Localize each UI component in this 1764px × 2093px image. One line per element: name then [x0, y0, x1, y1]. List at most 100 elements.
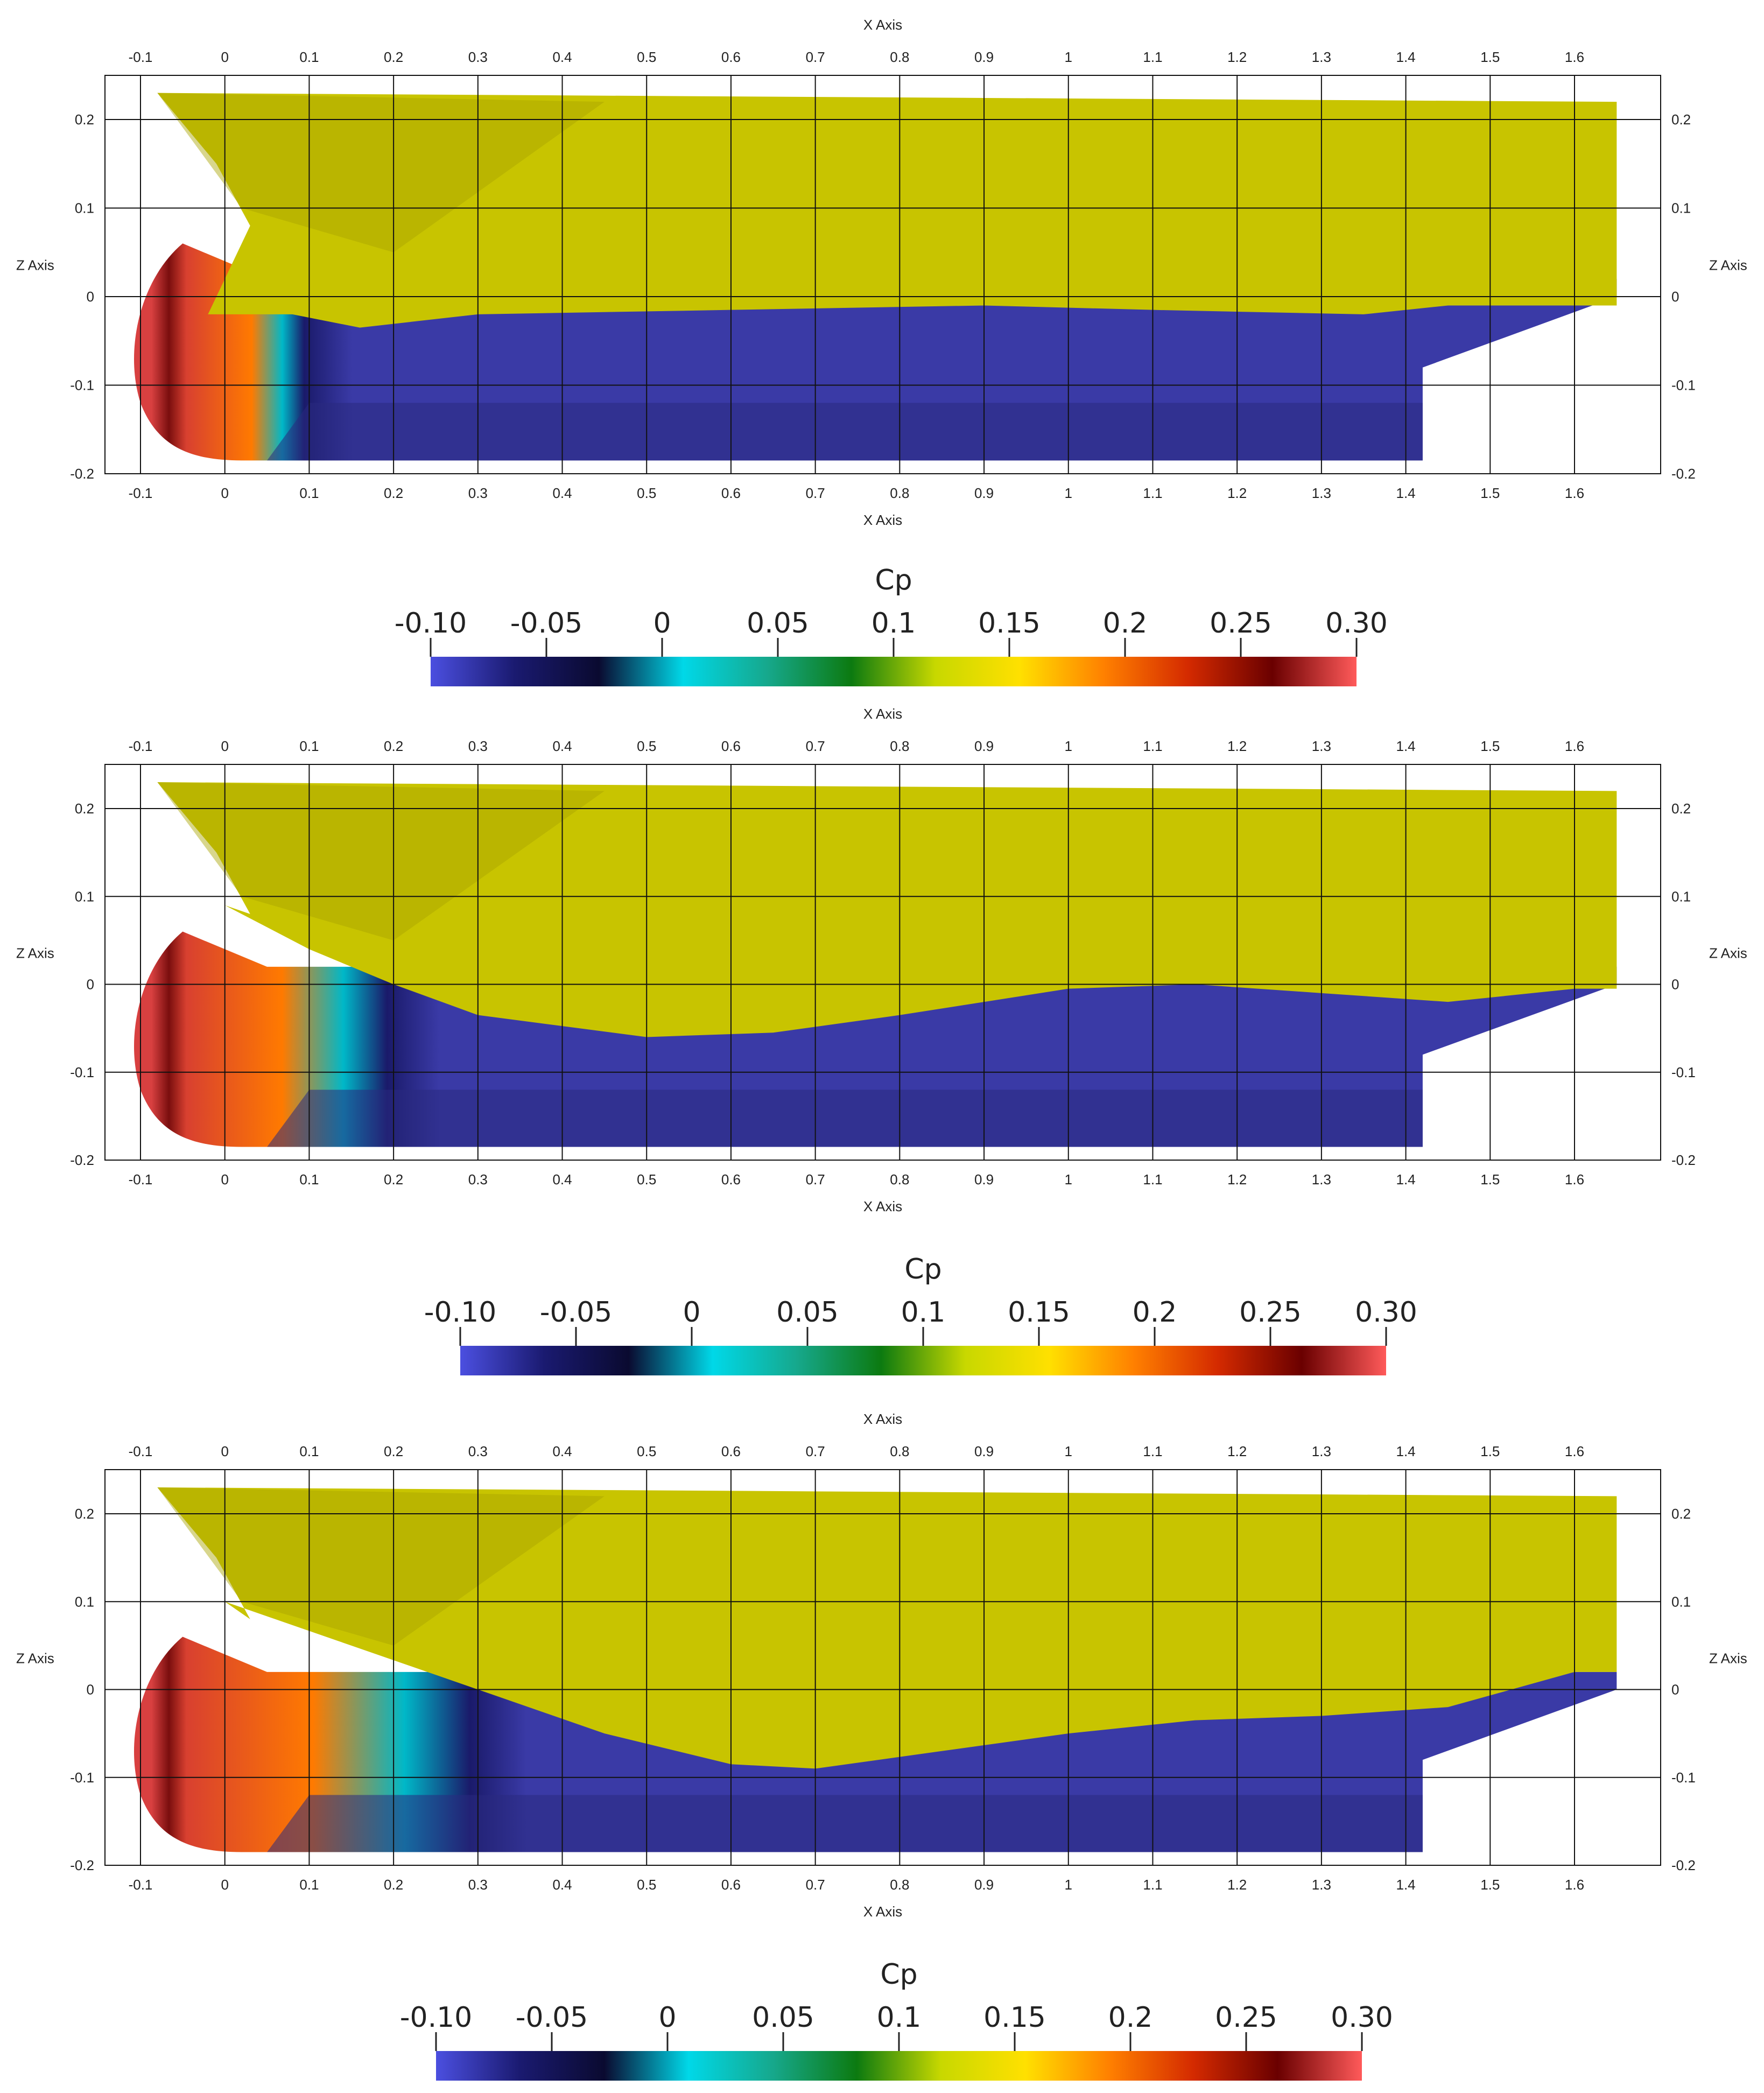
x-tick-label-top: 0.7	[806, 738, 825, 754]
hull-above-water-region	[157, 1487, 1617, 1769]
colorbar-tick-label: 0.1	[877, 2001, 922, 2034]
colorbar-3: Cp -0.10 -0.05 0 0.05 0.1 0.15 0.2 0.25 0.30	[400, 1958, 1393, 2081]
x-tick-label-top: 0.4	[552, 738, 572, 754]
x-tick-label-top: -0.1	[129, 738, 153, 754]
x-tick-label-bottom: 0.5	[637, 485, 656, 501]
x-tick-label-bottom: 0.6	[721, 1171, 741, 1188]
x-tick-label-bottom: 1.3	[1312, 485, 1331, 501]
x-tick-label-bottom: 0	[221, 1171, 228, 1188]
z-tick-label-right: 0.1	[1671, 888, 1691, 904]
z-tick-label-left: 0.2	[75, 1506, 94, 1522]
x-tick-label-bottom: 1.5	[1480, 485, 1500, 501]
z-tick-label-right: 0	[1671, 977, 1679, 993]
z-tick-label-right: 0.2	[1671, 1506, 1691, 1522]
z-tick-label-left: -0.2	[70, 1152, 94, 1168]
z-axis-title-right: Z Axis	[1709, 257, 1747, 273]
colorbar-tick-label: 0.30	[1331, 2001, 1393, 2034]
x-tick-label-bottom: -0.1	[129, 485, 153, 501]
z-axis-title-left: Z Axis	[16, 257, 54, 273]
z-axis-title-right: Z Axis	[1709, 945, 1747, 961]
z-tick-label-right: -0.1	[1671, 1064, 1696, 1080]
x-tick-label-bottom: 0.3	[468, 1877, 488, 1893]
colorbar-title: Cp	[880, 1958, 917, 1991]
z-tick-label-right: -0.2	[1671, 1152, 1696, 1168]
x-tick-label-top: 0.6	[721, 738, 741, 754]
z-tick-label-left: 0.2	[75, 111, 94, 128]
x-tick-label-bottom: 0.4	[552, 485, 572, 501]
x-tick-label-bottom: 0.4	[552, 1877, 572, 1893]
x-tick-label-top: 0.3	[468, 738, 488, 754]
colorbar-gradient	[460, 1346, 1386, 1375]
z-tick-label-right: 0.1	[1671, 1593, 1691, 1610]
x-tick-label-bottom: 0.6	[721, 1877, 741, 1893]
x-tick-label-top: 0.8	[890, 1443, 909, 1459]
x-axis-title-bottom: X Axis	[863, 1904, 902, 1920]
x-tick-label-bottom: 1.6	[1565, 1171, 1584, 1188]
x-tick-label-top: 1.3	[1312, 49, 1331, 65]
hull-bow-flare-shade	[157, 93, 605, 252]
x-tick-label-top: -0.1	[129, 1443, 153, 1459]
x-tick-label-top: 0.4	[552, 49, 572, 65]
hull-keel-shade	[267, 1795, 1423, 1852]
x-tick-label-bottom: 0	[221, 485, 228, 501]
x-tick-label-top: 1.6	[1565, 49, 1584, 65]
x-tick-label-top: 0.9	[974, 49, 994, 65]
colorbar-1: Cp -0.10 -0.05 0 0.05 0.1 0.15 0.2 0.25 0.30	[395, 564, 1388, 686]
x-tick-label-bottom: 0.5	[637, 1171, 656, 1188]
x-axis-title-top: X Axis	[863, 1411, 902, 1427]
colorbar-tick-label: 0.05	[747, 607, 809, 640]
x-tick-label-top: 0.1	[299, 1443, 319, 1459]
x-tick-label-top: 0.8	[890, 49, 909, 65]
z-axis-title-right: Z Axis	[1709, 1650, 1747, 1667]
z-tick-label-left: -0.1	[70, 1769, 94, 1786]
colorbar-tick-label: -0.05	[540, 1296, 613, 1329]
z-axis-title-left: Z Axis	[16, 945, 54, 961]
colorbar-2: Cp -0.10 -0.05 0 0.05 0.1 0.15 0.2 0.25 0.30	[424, 1253, 1417, 1375]
x-tick-label-bottom: 0.6	[721, 485, 741, 501]
z-tick-label-right: 0.2	[1671, 111, 1691, 128]
x-tick-label-bottom: 0.1	[299, 1171, 319, 1188]
z-tick-label-left: 0.1	[75, 1593, 94, 1610]
x-tick-label-bottom: 0.9	[974, 1171, 994, 1188]
x-tick-label-bottom: 1.3	[1312, 1171, 1331, 1188]
x-tick-label-top: 0.6	[721, 49, 741, 65]
colorbar-tick-label: 0.05	[752, 2001, 814, 2034]
x-tick-label-bottom: 0.7	[806, 1171, 825, 1188]
x-tick-label-top: 0.6	[721, 1443, 741, 1459]
z-tick-label-right: 0	[1671, 289, 1679, 305]
x-tick-label-top: 1.3	[1312, 1443, 1331, 1459]
x-tick-label-top: 0.5	[637, 738, 656, 754]
colorbar-tick-label: 0.25	[1239, 1296, 1302, 1329]
x-tick-label-top: 1.5	[1480, 1443, 1500, 1459]
colorbar-tick-label: 0.1	[901, 1296, 946, 1329]
x-tick-label-bottom: 1.6	[1565, 485, 1584, 501]
x-tick-label-bottom: 1.5	[1480, 1171, 1500, 1188]
z-tick-label-right: 0.1	[1671, 200, 1691, 216]
x-tick-label-top: 1.1	[1143, 738, 1162, 754]
x-tick-label-top: 0.7	[806, 1443, 825, 1459]
colorbar-tick-label: 0.05	[776, 1296, 839, 1329]
hull-bow-flare-shade	[157, 782, 605, 940]
x-tick-label-top: 1.2	[1227, 738, 1247, 754]
x-tick-label-bottom: 0.2	[384, 1171, 403, 1188]
x-tick-label-bottom: 0.7	[806, 485, 825, 501]
x-tick-label-top: 1.5	[1480, 738, 1500, 754]
chart-panel-2: -0.1 -0.1 0 0 0.1 0.1 0.2 0.2 0.3 0.3 0.4 0.4 0.5 0.5…	[16, 706, 1747, 1214]
z-tick-label-right: 0.2	[1671, 800, 1691, 817]
x-tick-label-bottom: 1.2	[1227, 1877, 1247, 1893]
colorbar-gradient	[431, 657, 1357, 686]
colorbar-tick-label: 0.15	[978, 607, 1041, 640]
x-tick-label-bottom: 0.8	[890, 1877, 909, 1893]
z-tick-label-left: 0.1	[75, 200, 94, 216]
colorbar-tick-label: -0.10	[400, 2001, 473, 2034]
colorbar-tick-label: 0	[653, 607, 671, 640]
x-tick-label-top: 0	[221, 49, 228, 65]
x-tick-label-top: 0.1	[299, 738, 319, 754]
colorbar-tick-label: 0.15	[983, 2001, 1046, 2034]
colorbar-tick-label: 0.2	[1103, 607, 1148, 640]
colorbar-tick-label: 0.2	[1108, 2001, 1153, 2034]
x-tick-label-bottom: 0.2	[384, 485, 403, 501]
z-tick-label-left: -0.1	[70, 377, 94, 394]
hull-keel-shade	[267, 1090, 1423, 1147]
z-tick-label-left: -0.2	[70, 1857, 94, 1873]
